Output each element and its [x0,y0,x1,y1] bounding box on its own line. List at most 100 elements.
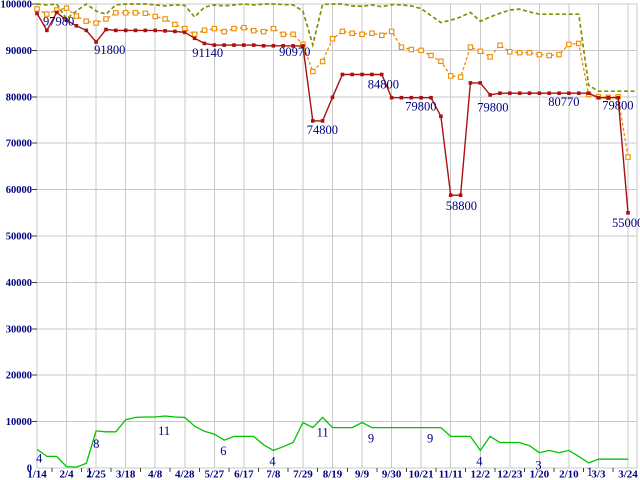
data-point-marker [45,28,49,33]
data-point-marker [261,44,266,48]
data-point-marker [556,51,562,58]
y-tick-label: 100000 [1,0,33,11]
data-point-marker [398,44,405,50]
data-point-marker [616,95,620,100]
data-point-marker [457,74,464,80]
value-label-74800: 74800 [307,123,338,137]
data-point-marker [34,6,40,12]
data-point-marker [182,25,188,32]
data-point-marker [222,43,226,47]
data-point-marker [419,95,423,100]
data-point-marker [517,91,522,95]
data-point-marker [429,95,433,100]
x-tick-label: 5/27 [205,469,225,480]
data-point-marker [241,24,247,31]
data-point-marker [546,52,552,59]
data-point-marker [438,58,444,65]
data-point-marker [132,10,139,16]
data-point-marker [448,193,453,197]
value-label-4: 4 [269,454,276,468]
x-tick-label: 1/14 [27,469,47,480]
data-point-marker [320,119,325,123]
value-label-79800: 79800 [405,100,436,114]
data-point-marker [152,13,158,20]
data-point-marker [192,36,197,41]
x-tick-label: 10/21 [409,469,434,480]
data-point-marker [389,95,394,100]
data-point-marker [290,31,296,38]
data-point-marker [428,52,434,59]
data-point-marker [114,28,118,33]
data-point-marker [270,25,277,32]
data-point-marker [74,24,79,28]
y-tick-label: 40000 [6,278,32,289]
x-tick-label: 1/20 [530,469,550,480]
data-point-marker [232,43,236,47]
data-point-marker [586,91,591,95]
series-line-olive-dashed-upper [36,2,637,93]
data-point-marker [201,27,208,33]
value-label-11: 11 [158,424,170,438]
data-point-marker [369,30,375,36]
data-point-marker [606,95,611,100]
data-point-marker [488,93,492,97]
value-label-8: 8 [93,437,99,451]
y-tick-label: 80000 [6,92,32,103]
data-point-marker [242,43,246,47]
data-point-marker [625,154,631,160]
data-point-marker [408,46,415,53]
data-point-marker [536,51,543,58]
data-point-marker [93,20,99,26]
data-point-marker [478,81,482,85]
data-point-marker [163,29,167,33]
x-tick-label: 2/10 [559,469,579,480]
data-point-marker [508,91,512,95]
data-point-marker [360,72,364,77]
data-point-marker [281,44,285,48]
data-point-marker [94,40,98,44]
data-point-marker [575,40,582,47]
data-point-marker [280,31,287,38]
data-point-marker [260,28,267,35]
data-point-marker [329,36,336,42]
data-point-marker [339,28,346,35]
x-axis-labels: 1/14 2/4 2/25 3/18 4/8 4/28 5/27 6/17 7/8 7/29 8/1… [27,469,638,480]
data-point-marker [143,28,148,33]
value-label-1: 1 [587,465,593,479]
data-point-marker [212,43,217,47]
value-label-90970: 90970 [279,45,310,59]
y-tick-label: 0 [27,464,32,475]
tick-marks [32,3,614,472]
data-point-marker [142,10,149,17]
x-tick-label: 6/17 [234,469,254,480]
data-point-marker [182,30,187,35]
series-green-lower [36,415,628,468]
data-point-marker [54,10,59,15]
x-tick-label: 3/3 [591,469,606,480]
value-label-9: 9 [427,432,433,446]
x-tick-label: 3/24 [618,469,638,480]
data-point-marker [271,44,276,48]
data-point-marker [498,91,502,95]
data-point-marker [231,25,237,32]
value-label-84800: 84800 [368,78,399,92]
data-point-marker [330,95,335,100]
y-tick-label: 20000 [6,371,32,382]
data-point-marker [370,72,374,77]
x-tick-label: 7/29 [293,469,313,480]
data-point-marker [388,28,395,35]
data-point-marker [577,91,581,95]
data-point-marker [123,28,128,33]
series-olive-dashed-upper [36,2,637,93]
data-point-marker [103,16,109,22]
x-tick-label: 11/11 [439,469,463,480]
y-tick-label: 90000 [6,46,32,57]
data-point-marker [173,29,177,34]
data-point-marker [84,28,89,33]
value-label-9: 9 [368,432,374,446]
y-tick-label: 60000 [6,185,32,196]
data-point-marker [104,27,108,32]
